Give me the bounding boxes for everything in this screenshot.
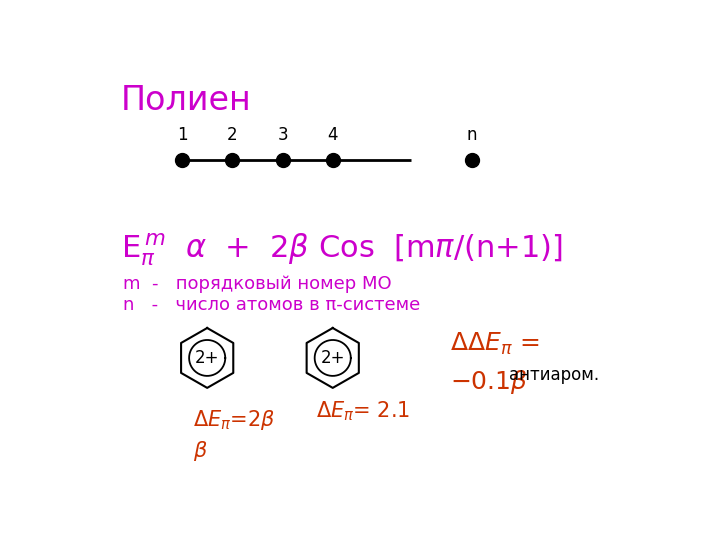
Text: $\Delta\Delta E_{\pi}$ =: $\Delta\Delta E_{\pi}$ = [450,331,539,357]
Text: 3: 3 [277,126,288,144]
Text: 2: 2 [227,126,238,144]
Text: $\Delta E_{\pi}$= 2.1: $\Delta E_{\pi}$= 2.1 [316,400,410,423]
Text: Полиен: Полиен [121,84,251,117]
Text: $\beta$: $\beta$ [193,439,208,463]
Text: n   -   число атомов в π-системе: n - число атомов в π-системе [124,295,420,314]
Text: 2+: 2+ [195,349,220,367]
Text: m  -   порядковый номер МО: m - порядковый номер МО [124,275,392,293]
Text: 1: 1 [176,126,187,144]
Text: 2+: 2+ [320,349,345,367]
Text: n: n [467,126,477,144]
Text: антиаром.: антиаром. [508,366,598,384]
Text: $\mathrm{E}_{\pi}^{\,m}$  $\alpha$  +  2$\beta$ Cos  [m$\pi$/(n+1)]: $\mathrm{E}_{\pi}^{\,m}$ $\alpha$ + 2$\b… [121,231,562,268]
Text: $-$0.1$\beta$: $-$0.1$\beta$ [450,368,528,396]
Text: $\Delta E_{\pi}$=2$\beta$: $\Delta E_{\pi}$=2$\beta$ [193,408,276,432]
Text: 4: 4 [328,126,338,144]
